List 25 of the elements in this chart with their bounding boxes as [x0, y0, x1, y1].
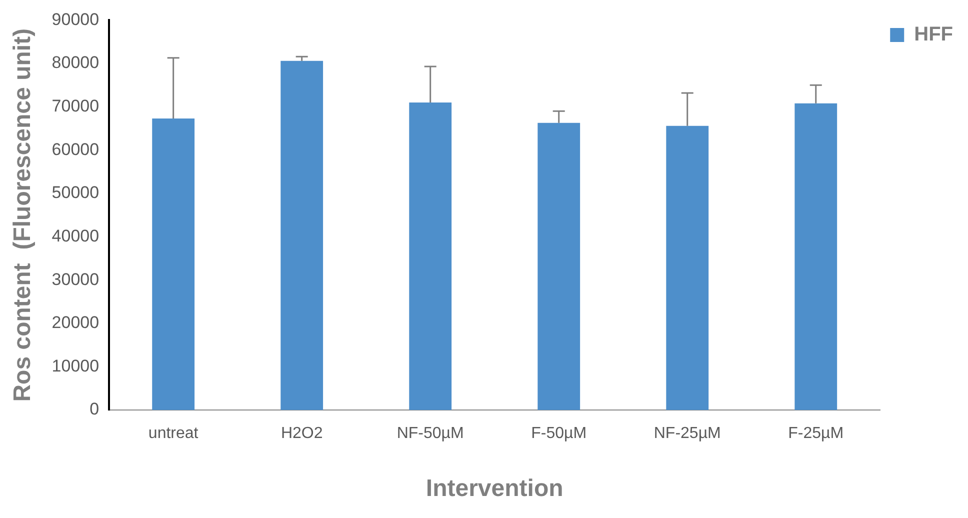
y-tick-label: 30000	[52, 270, 100, 289]
y-tick-label: 50000	[52, 183, 100, 202]
y-tick-label: 0	[90, 400, 100, 419]
bar	[409, 102, 452, 410]
x-tick-label: NF-50µM	[396, 425, 464, 442]
legend-label: HFF	[914, 24, 954, 46]
x-tick-label: H2O2	[280, 425, 323, 442]
y-tick-label: 10000	[52, 356, 100, 376]
y-tick-label: 40000	[52, 226, 100, 246]
x-tick-label: F-50µM	[531, 425, 587, 442]
x-tick-label: untreat	[148, 425, 199, 442]
bar	[280, 60, 324, 410]
y-tick-label: 80000	[52, 53, 100, 72]
y-tick-label: 20000	[52, 313, 100, 332]
bar	[794, 103, 838, 410]
y-tick-label: 60000	[52, 140, 100, 159]
x-axis-title: Intervention	[426, 475, 564, 502]
bar	[666, 126, 709, 410]
y-tick-label: 70000	[52, 96, 100, 116]
bar	[538, 122, 580, 410]
bar	[152, 118, 195, 410]
y-axis-title: Ros content (Fluorescence unit)	[9, 28, 36, 402]
x-tick-label: F-25µM	[788, 425, 844, 442]
x-tick-label: NF-25µM	[654, 425, 721, 442]
y-tick-label: 90000	[52, 10, 100, 29]
